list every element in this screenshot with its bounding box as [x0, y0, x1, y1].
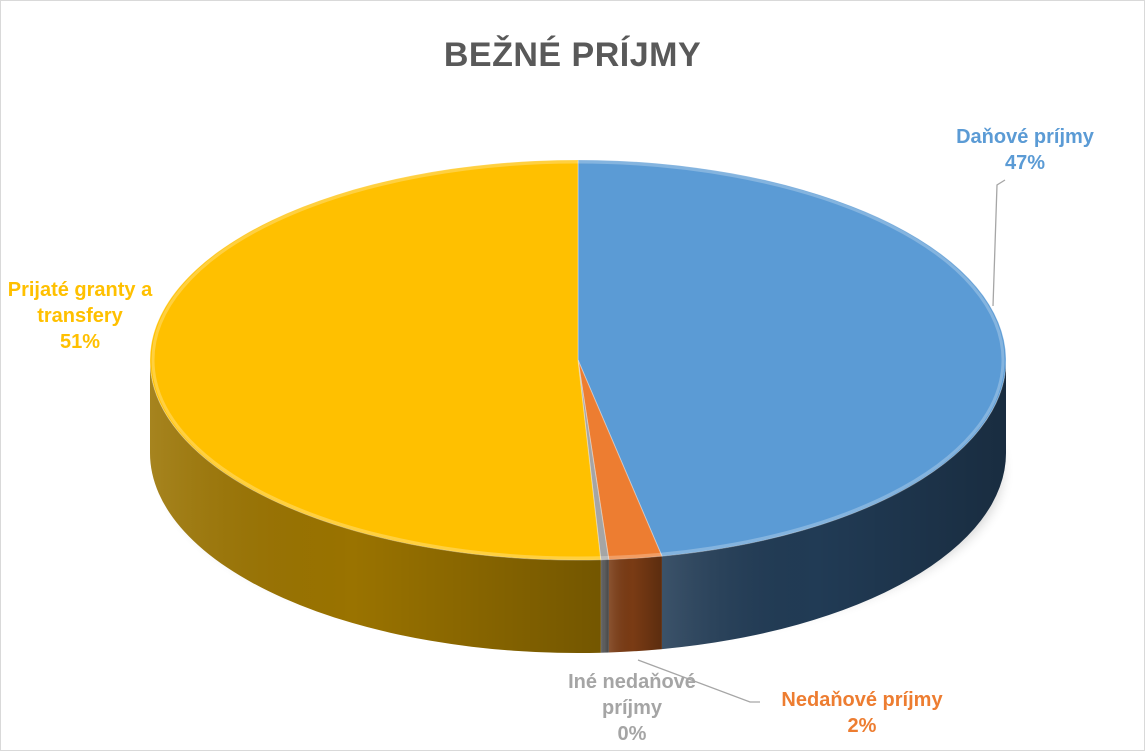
data-label-category: transfery — [37, 305, 123, 327]
slice-side-shade — [600, 559, 609, 653]
data-label-percent: 47% — [1005, 152, 1045, 174]
data-label-percent: 0% — [618, 723, 647, 745]
slice-danove-prijmy — [577, 159, 1007, 557]
slice-side-shade — [661, 360, 1006, 650]
slice-ine-nedanove — [577, 359, 610, 561]
data-label-category: Nedaňové príjmy — [781, 689, 943, 711]
slice-side-shade — [150, 360, 601, 653]
leader-line — [992, 179, 1006, 307]
data-label-category: Daňové príjmy — [956, 126, 1095, 148]
data-label-category: príjmy — [602, 697, 663, 719]
chart-title: BEŽNÉ PRÍJMY — [443, 36, 702, 74]
data-label-category: Iné nedaňové — [568, 671, 696, 693]
slice-nedanove-prijmy — [577, 359, 663, 560]
pie-rim — [151, 160, 1005, 560]
data-label-percent: 2% — [848, 715, 877, 737]
slice-prijate-granty-a — [149, 159, 602, 561]
slice-side-shade — [608, 556, 662, 653]
data-label-percent: 51% — [60, 331, 100, 353]
data-label-category: Prijaté granty a — [8, 279, 153, 301]
leader-line — [637, 659, 760, 703]
